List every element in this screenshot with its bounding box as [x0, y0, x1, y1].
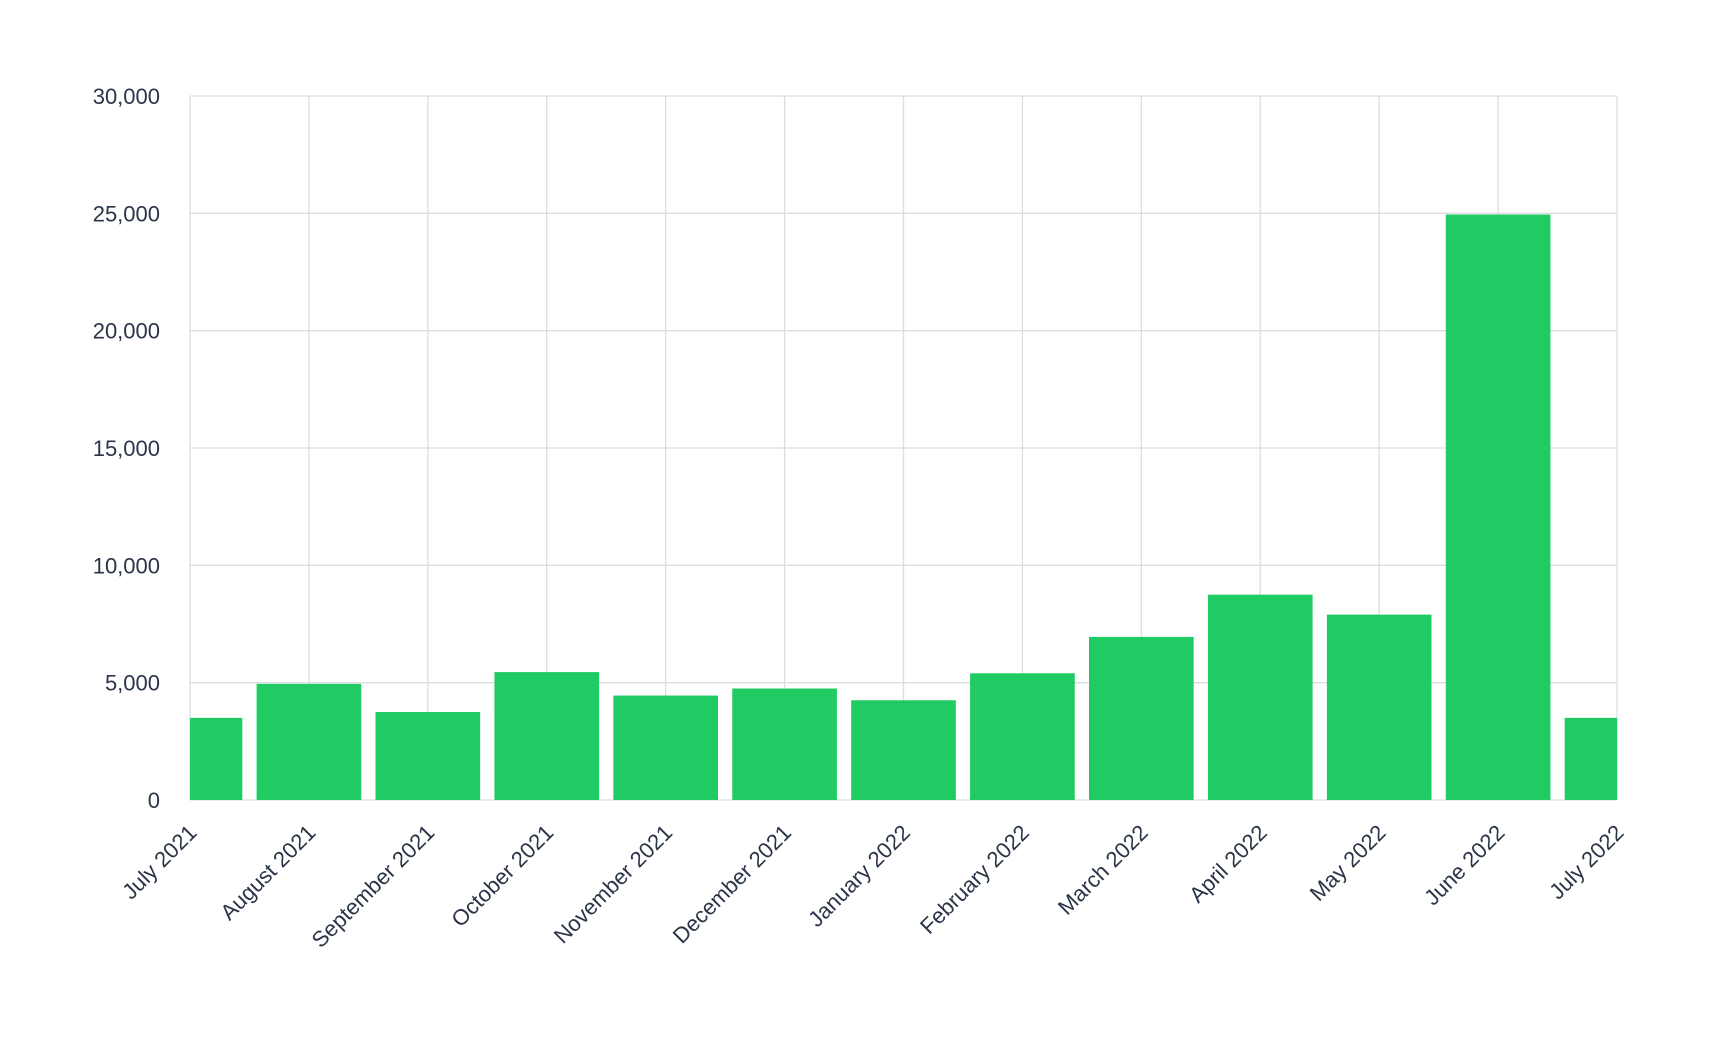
bar	[1207, 594, 1313, 800]
bar	[256, 683, 362, 800]
y-tick-label: 5,000	[105, 671, 160, 696]
bar	[851, 700, 956, 800]
y-tick-label: 10,000	[93, 553, 160, 578]
bar	[1564, 717, 1617, 800]
y-tick-label: 0	[148, 788, 160, 813]
x-tick-label: February 2022	[915, 820, 1034, 939]
y-tick-label: 30,000	[93, 84, 160, 109]
x-tick-label: March 2022	[1053, 820, 1153, 920]
x-tick-label: June 2022	[1419, 820, 1509, 910]
x-tick-label: April 2022	[1184, 820, 1272, 908]
y-axis-tick-labels: 0 5,000 10,000 15,000 20,000 25,000 30,000	[93, 84, 160, 813]
bar	[613, 695, 718, 800]
x-tick-label: January 2022	[803, 820, 915, 932]
y-tick-label: 20,000	[93, 319, 160, 344]
x-tick-label: November 2021	[549, 820, 677, 948]
bar	[190, 717, 243, 800]
bar	[732, 688, 837, 800]
bar	[1445, 214, 1551, 801]
x-tick-label: July 2021	[117, 820, 201, 904]
bar	[375, 712, 481, 800]
x-tick-label: December 2021	[668, 820, 796, 948]
bars	[190, 214, 1617, 801]
x-tick-label: May 2022	[1305, 820, 1391, 906]
bar	[1089, 636, 1194, 800]
x-tick-label: September 2021	[307, 820, 440, 953]
bar	[970, 673, 1075, 800]
y-tick-label: 15,000	[93, 436, 160, 461]
grid	[189, 95, 1618, 801]
x-tick-label: October 2021	[446, 820, 558, 932]
x-tick-label: July 2022	[1544, 820, 1628, 904]
x-tick-label: August 2021	[215, 820, 320, 925]
y-tick-label: 25,000	[93, 201, 160, 226]
bar	[494, 672, 600, 800]
bar	[1326, 614, 1432, 800]
